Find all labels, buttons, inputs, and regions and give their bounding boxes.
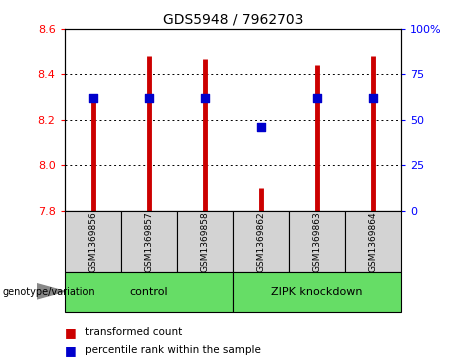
Text: transformed count: transformed count	[85, 327, 183, 337]
Text: GSM1369864: GSM1369864	[368, 211, 378, 272]
Polygon shape	[37, 284, 65, 299]
Point	[313, 95, 321, 101]
Title: GDS5948 / 7962703: GDS5948 / 7962703	[163, 12, 303, 26]
Text: control: control	[130, 287, 168, 297]
Text: GSM1369858: GSM1369858	[200, 211, 209, 272]
Text: ZIPK knockdown: ZIPK knockdown	[271, 287, 363, 297]
Bar	[177, 211, 233, 272]
Text: ■: ■	[65, 326, 76, 339]
Text: GSM1369863: GSM1369863	[313, 211, 321, 272]
Point	[257, 124, 265, 130]
Point	[89, 95, 96, 101]
Point	[201, 95, 208, 101]
Bar	[121, 211, 177, 272]
Text: percentile rank within the sample: percentile rank within the sample	[85, 345, 261, 355]
Text: GSM1369857: GSM1369857	[144, 211, 153, 272]
Bar	[233, 272, 401, 312]
Bar	[233, 211, 289, 272]
Text: GSM1369862: GSM1369862	[256, 211, 266, 272]
Bar	[289, 211, 345, 272]
Point	[145, 95, 152, 101]
Bar	[65, 272, 233, 312]
Text: ■: ■	[65, 344, 76, 357]
Point	[369, 95, 377, 101]
Text: GSM1369856: GSM1369856	[88, 211, 97, 272]
Text: genotype/variation: genotype/variation	[2, 287, 95, 297]
Bar	[65, 211, 121, 272]
Bar	[345, 211, 401, 272]
